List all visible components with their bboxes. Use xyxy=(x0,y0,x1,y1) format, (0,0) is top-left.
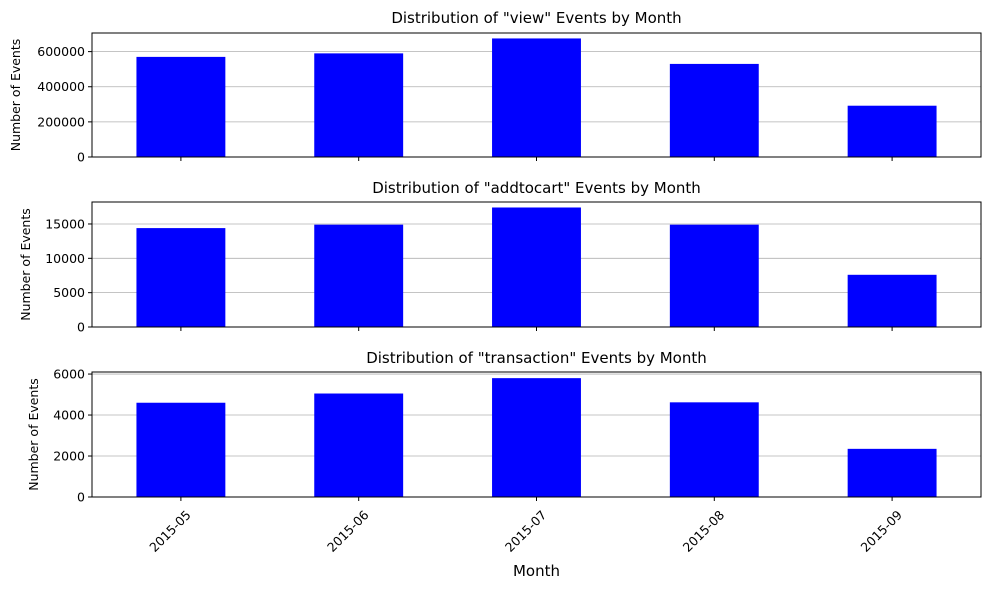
y-axis-label: Number of Events xyxy=(18,208,33,321)
y-axis-label: Number of Events xyxy=(26,378,41,491)
x-tick-label: 2015-08 xyxy=(680,507,728,555)
y-tick-label: 400000 xyxy=(37,79,85,94)
bar xyxy=(669,224,759,327)
bar xyxy=(492,378,581,497)
bar xyxy=(136,228,226,327)
bar xyxy=(136,56,226,157)
bar xyxy=(847,448,937,497)
y-tick-label: 0 xyxy=(77,320,85,335)
x-tick-label: 2015-05 xyxy=(146,507,194,555)
bar xyxy=(314,53,404,158)
y-tick-label: 5000 xyxy=(53,285,85,300)
bar xyxy=(847,105,937,157)
y-tick-label: 6000 xyxy=(53,367,85,382)
y-tick-label: 10000 xyxy=(45,251,85,266)
x-tick-label: 2015-07 xyxy=(502,507,550,555)
chart-title: Distribution of "view" Events by Month xyxy=(391,9,681,27)
y-tick-label: 0 xyxy=(77,490,85,505)
bar xyxy=(314,224,404,327)
chart-title: Distribution of "transaction" Events by … xyxy=(366,349,707,367)
bar xyxy=(492,207,581,327)
x-tick-label: 2015-06 xyxy=(324,507,372,555)
y-axis-label: Number of Events xyxy=(8,39,23,152)
y-tick-label: 2000 xyxy=(53,449,85,464)
y-tick-label: 200000 xyxy=(37,114,85,129)
subplot-2: 0 5000 10000 15000 Distribution of "addtocar… xyxy=(18,179,982,335)
y-tick-label: 0 xyxy=(77,150,85,165)
y-tick-label: 600000 xyxy=(37,44,85,59)
bar xyxy=(669,402,759,497)
chart-title: Distribution of "addtocart" Events by Mo… xyxy=(372,179,701,197)
x-axis-label: Month xyxy=(513,562,560,580)
bar xyxy=(669,63,759,157)
bar xyxy=(136,402,226,497)
bar xyxy=(847,274,937,327)
y-tick-label: 15000 xyxy=(45,216,85,231)
y-tick-label: 4000 xyxy=(53,408,85,423)
subplot-3: 0 2000 4000 6000 2015-05 2015-06 2015-07 2015-0… xyxy=(26,349,982,580)
bar xyxy=(314,393,404,497)
x-tick-label: 2015-09 xyxy=(857,507,905,555)
bar xyxy=(492,38,581,157)
subplot-1: 0 200000 400000 600000 Distribution of "view… xyxy=(8,9,982,165)
